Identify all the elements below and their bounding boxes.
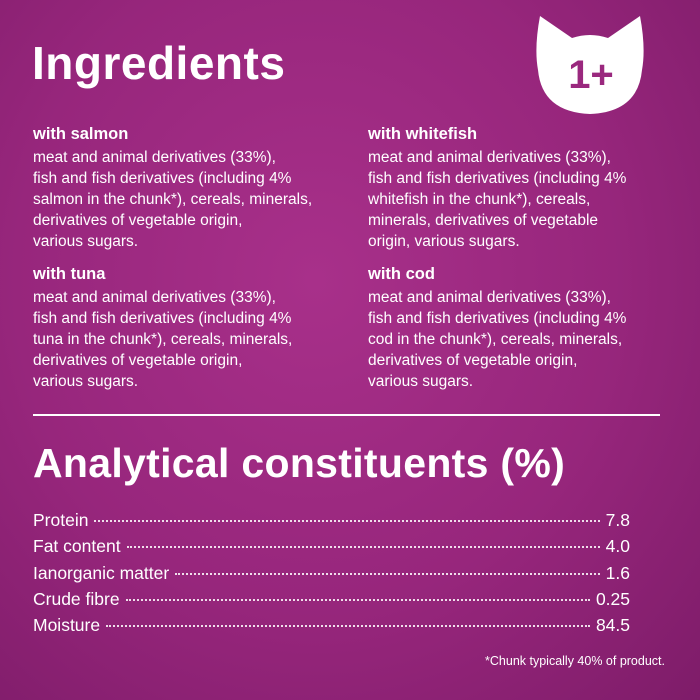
leader-dots [125, 598, 590, 601]
leader-dots [175, 572, 600, 575]
constituent-value: 4.0 [605, 536, 630, 557]
ingredient-section: with tuna meat and animal derivatives (33… [33, 264, 353, 392]
constituent-row: Crude fibre 0.25 [33, 589, 630, 615]
badge-text: 1+ [568, 53, 614, 97]
constituent-name: Protein [33, 510, 89, 530]
constituents-title: Analytical constituents (%) [33, 440, 566, 486]
constituent-value: 1.6 [605, 562, 630, 583]
section-text: whitefish in the chunk*), cereals, [368, 191, 591, 208]
constituent-value: 0.25 [595, 588, 630, 609]
section-text: salmon in the chunk*), cereals, minerals… [33, 191, 313, 208]
section-text: various sugars. [33, 233, 139, 250]
leader-dots [106, 625, 590, 628]
section-text: fish and fish derivatives (including 4% [368, 310, 627, 327]
ingredient-section: with whitefish meat and animal derivative… [368, 124, 688, 252]
constituent-name: Crude fibre [33, 588, 120, 609]
ingredient-section: with salmon meat and animal derivatives (… [33, 124, 353, 252]
constituent-row: Protein 7.8 [33, 510, 630, 536]
footnote: *Chunk typically 40% of product. [485, 654, 665, 668]
constituent-name: Moisture [33, 615, 101, 636]
section-title: with salmon [33, 125, 129, 143]
constituent-row: Fat content 4.0 [33, 536, 630, 562]
section-text: derivatives of vegetable origin, [33, 352, 243, 369]
constituent-row: Ianorganic matter 1.6 [33, 563, 630, 589]
constituent-value: 84.5 [595, 615, 630, 636]
title: Ingredients [32, 37, 286, 89]
section-text: derivatives of vegetable origin, [368, 352, 578, 369]
section-title: with cod [368, 265, 435, 283]
leader-dots [94, 520, 600, 522]
cat-head [536, 16, 644, 114]
section-text: meat and animal derivatives (33%), [368, 289, 611, 306]
constituent-name: Fat content [33, 536, 121, 557]
constituent-name: Ianorganic matter [33, 562, 170, 583]
section-text: various sugars. [33, 373, 139, 390]
leader-dots [126, 546, 600, 549]
section-text: meat and animal derivatives (33%), [33, 149, 276, 166]
section-text: tuna in the chunk*), cereals, minerals, [33, 331, 293, 348]
divider [33, 414, 660, 416]
section-text: fish and fish derivatives (including 4% [33, 310, 292, 327]
constituents-table: Protein 7.8 Fat content 4.0 Ianorganic matte… [33, 510, 630, 641]
section-text: origin, various sugars. [368, 233, 520, 250]
constituent-value: 7.8 [605, 510, 630, 530]
section-text: various sugars. [368, 373, 474, 390]
badge: 1+ [536, 16, 644, 114]
section-title: with whitefish [368, 125, 478, 143]
section-text: minerals, derivatives of vegetable [368, 212, 599, 229]
section-text: meat and animal derivatives (33%), [33, 289, 276, 306]
section-text: cod in the chunk*), cereals, minerals, [368, 331, 623, 348]
section-text: derivatives of vegetable origin, [33, 212, 243, 229]
section-text: fish and fish derivatives (including 4% [33, 170, 292, 187]
section-text: fish and fish derivatives (including 4% [368, 170, 627, 187]
section-text: meat and animal derivatives (33%), [368, 149, 611, 166]
constituent-row: Moisture 84.5 [33, 615, 630, 641]
section-title: with tuna [33, 265, 106, 283]
ingredient-section: with cod meat and animal derivatives (33%… [368, 264, 688, 392]
